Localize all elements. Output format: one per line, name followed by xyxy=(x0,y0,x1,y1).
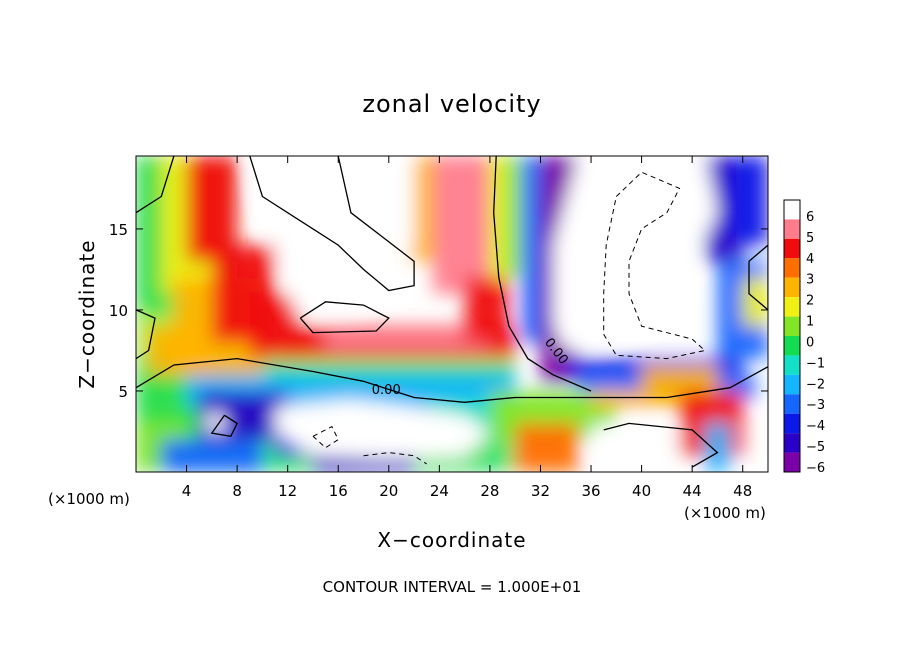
y-axis-unit: (×1000 m) xyxy=(48,490,130,508)
plot-area xyxy=(136,156,768,472)
x-axis-label: X−coordinate xyxy=(377,528,526,552)
colorbar-swatch xyxy=(784,316,800,336)
x-axis-unit: (×1000 m) xyxy=(684,504,766,522)
colorbar-swatch xyxy=(784,258,800,278)
colorbar-swatch xyxy=(784,219,800,239)
x-tick-label: 24 xyxy=(430,482,449,500)
contour-interval-note: CONTOUR INTERVAL = 1.000E+01 xyxy=(323,578,582,596)
colorbar-swatch xyxy=(784,277,800,298)
colorbar-swatch xyxy=(784,200,800,220)
colorbar-swatch xyxy=(784,413,800,434)
x-tick-label: 32 xyxy=(531,482,550,500)
colorbar-tick-label: −1 xyxy=(806,356,825,371)
colorbar-swatch xyxy=(784,433,800,453)
x-tick-label: 20 xyxy=(379,482,398,500)
colorbar-tick-label: −5 xyxy=(806,440,825,455)
colorbar: −6 −5 −4 −3 −2 −1 0 1 2 3 4 5 6 xyxy=(783,199,825,476)
contour-label-1: 0.00 xyxy=(372,383,401,398)
colorbar-swatch xyxy=(784,452,800,472)
x-tick-label: 28 xyxy=(480,482,499,500)
colorbar-tick-label: −2 xyxy=(806,377,825,392)
x-axis: 4 8 12 16 20 24 28 32 36 40 44 48 xyxy=(182,156,752,500)
colorbar-tick-label: 4 xyxy=(806,252,814,267)
colorbar-tick-label: 6 xyxy=(806,210,814,225)
colorbar-tick-label: 3 xyxy=(806,273,814,288)
colorbar-swatch xyxy=(784,336,800,356)
colorbar-swatch xyxy=(784,374,800,395)
colorbar-frame xyxy=(783,199,801,473)
y-tick-label: 5 xyxy=(118,383,128,401)
colorbar-tick-label: 1 xyxy=(806,315,814,330)
colorbar-tick-label: 5 xyxy=(806,231,814,246)
colorbar-tick-label: −3 xyxy=(806,398,825,413)
plot-frame xyxy=(135,155,769,473)
x-tick-label: 4 xyxy=(182,482,192,500)
colorbar-tick-label: −6 xyxy=(806,461,825,476)
x-tick-label: 40 xyxy=(632,482,651,500)
x-tick-label: 16 xyxy=(329,482,348,500)
colorbar-swatch xyxy=(784,297,800,317)
y-axis-label: Z−coordinate xyxy=(75,239,99,388)
y-tick-label: 15 xyxy=(109,221,128,239)
colorbar-tick-label: −4 xyxy=(806,419,825,434)
x-tick-label: 44 xyxy=(683,482,702,500)
x-tick-label: 48 xyxy=(733,482,752,500)
y-axis: 5 10 15 xyxy=(109,221,768,401)
colorbar-swatch xyxy=(784,355,800,375)
colorbar-swatch xyxy=(784,394,800,414)
x-tick-label: 12 xyxy=(278,482,297,500)
colorbar-tick-label: 0 xyxy=(806,335,814,350)
y-tick-label: 10 xyxy=(109,302,128,320)
x-tick-label: 36 xyxy=(581,482,600,500)
colorbar-swatch xyxy=(784,238,800,259)
chart-title: zonal velocity xyxy=(362,90,541,118)
colorbar-tick-label: 2 xyxy=(806,294,814,309)
x-tick-label: 8 xyxy=(232,482,242,500)
